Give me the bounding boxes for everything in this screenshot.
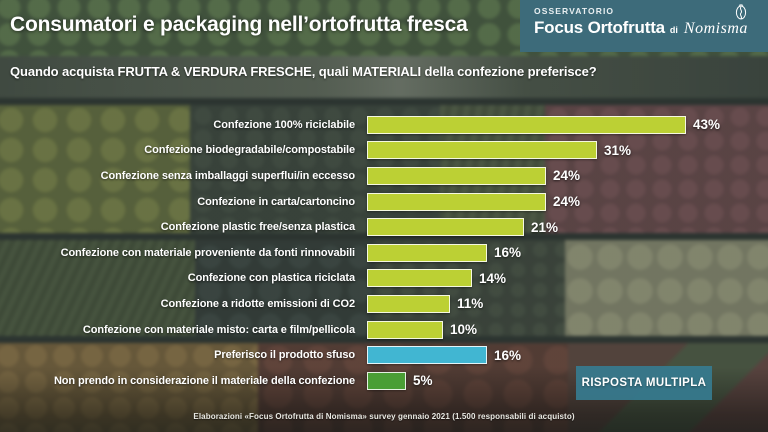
bar <box>367 115 686 134</box>
bar-row: Confezione a ridotte emissioni di CO2 11% <box>10 291 758 317</box>
bar-category-label: Confezione biodegradabile/compostabile <box>144 144 355 157</box>
bar-category-label: Confezione 100% riciclabile <box>213 118 355 131</box>
bar-row: Confezione con materiale misto: carta e … <box>10 317 758 343</box>
bar-row: Confezione biodegradabile/compostabile 31… <box>10 138 758 164</box>
nomisma-wordmark: Nomisma <box>683 20 748 37</box>
bar-category-label: Confezione in carta/cartoncino <box>197 195 355 208</box>
bar-value-label: 11% <box>457 296 484 312</box>
bar-category-label: Confezione plastic free/senza plastica <box>160 221 355 234</box>
bar-value-label: 14% <box>479 270 507 286</box>
bar <box>367 141 597 160</box>
brand-panel: OSSERVATORIO Focus Ortofrutta di Nomisma <box>520 0 768 52</box>
brand-row: Focus Ortofrutta di Nomisma <box>534 4 756 38</box>
nomisma-logo: Nomisma <box>683 4 748 38</box>
bar-row: Confezione plastic free/senza plastica 21… <box>10 214 758 240</box>
bar-chart: Confezione 100% riciclabile 43% Confezione… <box>10 112 758 394</box>
bar-category-label: Confezione a ridotte emissioni di CO2 <box>160 297 355 310</box>
bar-category-label: Non prendo in considerazione il material… <box>53 374 355 387</box>
brand-name: Focus Ortofrutta <box>534 18 665 37</box>
bar-category-label: Confezione senza imballaggi superflui/in… <box>100 169 355 182</box>
bar <box>367 346 487 365</box>
bar-value-label: 43% <box>693 117 721 133</box>
bar <box>367 192 546 211</box>
bar <box>367 269 472 288</box>
multiple-answer-badge: RISPOSTA MULTIPLA <box>576 366 712 400</box>
brand-connector: di <box>669 25 678 35</box>
bar-category-label: Confezione con materiale misto: carta e … <box>82 323 355 336</box>
bar-category-label: Confezione con plastica riciclata <box>187 272 355 285</box>
bar <box>367 294 450 313</box>
bar-row: Non prendo in considerazione il material… <box>10 368 758 394</box>
bar-value-label: 21% <box>531 219 559 235</box>
bar-row: Confezione con materiale proveniente da … <box>10 240 758 266</box>
bar-row: Confezione con plastica riciclata 14% <box>10 266 758 292</box>
bar <box>367 371 406 390</box>
bar-row: Confezione in carta/cartoncino 24% <box>10 189 758 215</box>
bar-row: Confezione senza imballaggi superflui/in… <box>10 163 758 189</box>
nomisma-crest-icon <box>735 4 746 20</box>
bar-row: Confezione 100% riciclabile 43% <box>10 112 758 138</box>
bar <box>367 243 487 262</box>
bar-value-label: 24% <box>553 168 581 184</box>
source-note: Elaborazioni «Focus Ortofrutta di Nomism… <box>193 412 575 421</box>
survey-question: Quando acquista FRUTTA & VERDURA FRESCHE… <box>10 64 597 79</box>
bar-category-label: Confezione con materiale proveniente da … <box>60 246 356 259</box>
bar <box>367 320 443 339</box>
bar-value-label: 24% <box>553 194 581 210</box>
bar-value-label: 10% <box>450 322 478 338</box>
bar-value-label: 5% <box>413 373 433 389</box>
page-title: Consumatori e packaging nell’ortofrutta … <box>10 13 468 36</box>
bar <box>367 166 546 185</box>
bar-value-label: 31% <box>604 142 632 158</box>
bar-value-label: 16% <box>494 347 522 363</box>
bar-value-label: 16% <box>494 245 522 261</box>
bar <box>367 218 524 237</box>
bar-row: Preferisco il prodotto sfuso 16% <box>10 342 758 368</box>
bar-category-label: Preferisco il prodotto sfuso <box>214 349 355 362</box>
observatory-label: OSSERVATORIO <box>534 6 615 16</box>
